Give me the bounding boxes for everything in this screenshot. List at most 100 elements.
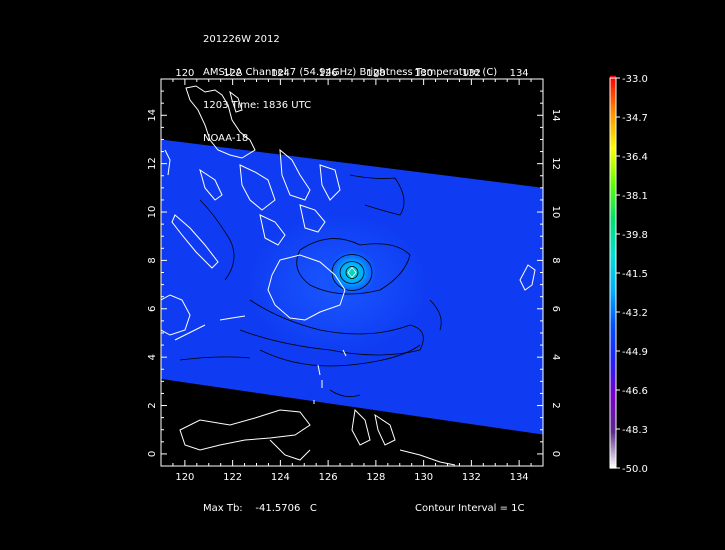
coastline [161, 294, 191, 336]
colorbar-label: -41.5 [622, 269, 648, 280]
colorbar-segment [610, 172, 616, 176]
colorbar-segment [610, 384, 616, 388]
coastline [267, 254, 346, 321]
colorbar-segment [610, 444, 616, 448]
colorbar-segment [610, 357, 616, 361]
colorbar-segment [610, 371, 616, 374]
colorbar-segment [610, 283, 616, 287]
chart-title: AMSU-A Channel 7 (54.94GHz) Brightness T… [203, 67, 498, 78]
colorbar-segment [610, 315, 616, 319]
colorbar-segment [610, 324, 616, 328]
coastline [229, 90, 243, 113]
colorbar-label: -48.3 [622, 425, 648, 436]
colorbar-segment [610, 223, 616, 227]
x-tick-label-bottom: 122 [223, 472, 242, 483]
colorbar-segment [610, 244, 616, 248]
colorbar-label: -38.1 [622, 191, 648, 202]
colorbar-segment [610, 87, 616, 91]
colorbar-segment [610, 382, 616, 386]
contour-line [349, 174, 405, 216]
colorbar-segment [610, 138, 616, 141]
contour-line [179, 356, 251, 361]
colorbar-segment [610, 234, 616, 238]
colorbar-segment [610, 161, 616, 164]
x-tick-label-bottom: 128 [366, 472, 385, 483]
coastline [342, 349, 347, 357]
coastline [164, 149, 171, 176]
y-tick-label-right: 14 [550, 109, 561, 122]
colorbar-segment [610, 435, 616, 439]
time-label: 1203 Time: 1836 UTC [203, 100, 312, 111]
storm-id: 201226W 2012 [203, 34, 280, 45]
colorbar-segment [610, 458, 616, 462]
y-tick-label-right: 6 [550, 306, 561, 312]
colorbar-segment [610, 456, 616, 460]
colorbar-segment [610, 211, 616, 215]
colorbar-segment [610, 451, 616, 455]
coastline [399, 449, 456, 466]
y-tick-label-right: 8 [550, 257, 561, 263]
contour-line [259, 344, 421, 367]
colorbar-segment [610, 396, 616, 400]
colorbar-segment [610, 403, 616, 407]
coastline [185, 85, 256, 159]
x-tick-label-bottom: 124 [271, 472, 290, 483]
coastline [219, 315, 246, 321]
colorbar-segment [610, 290, 616, 294]
y-tick-label-left: 12 [147, 157, 158, 170]
colorbar-segment [610, 308, 616, 312]
colorbar-segment [610, 297, 616, 301]
colorbar-segment [610, 232, 616, 236]
colorbar-segment [610, 200, 616, 204]
colorbar-segment [610, 84, 616, 88]
coastline [519, 264, 536, 291]
colorbar-segment [610, 408, 616, 411]
colorbar-segment [610, 336, 616, 340]
colorbar-segment [610, 119, 616, 123]
colorbar-segment [610, 214, 616, 218]
colorbar-segment [610, 398, 616, 402]
y-tick-label-left: 4 [147, 354, 158, 360]
colorbar-segment [610, 380, 616, 384]
coastline [179, 409, 311, 451]
x-tick-label-top: 130 [414, 68, 433, 79]
plot-area [161, 85, 543, 466]
colorbar-segment [610, 361, 616, 365]
coastline [259, 214, 286, 246]
colorbar-segment [610, 96, 616, 100]
colorbar-segment [610, 281, 616, 284]
colorbar-segment [610, 373, 616, 377]
colorbar-segment [610, 417, 616, 421]
coastline [239, 164, 276, 211]
colorbar-segment [610, 168, 616, 171]
y-tick-label-right: 4 [550, 354, 561, 360]
colorbar-segment [610, 260, 616, 264]
colorbar-segment [610, 246, 616, 250]
colorbar-segment [610, 91, 616, 95]
colorbar-segment [610, 237, 616, 241]
colorbar-segment [610, 313, 616, 317]
colorbar-segment [610, 195, 616, 199]
colorbar-segment [610, 391, 616, 395]
colorbar-segment [610, 299, 616, 303]
colorbar-segment [610, 454, 616, 458]
y-tick-label-right: 2 [550, 402, 561, 408]
colorbar-segment [610, 394, 616, 398]
colorbar-segment [610, 285, 616, 289]
colorbar-segment [610, 248, 616, 252]
colorbar-segment [610, 253, 616, 257]
colorbar-segment [610, 239, 616, 243]
colorbar-segment [610, 156, 616, 160]
colorbar-segment [610, 341, 616, 344]
colorbar-segment [610, 193, 616, 197]
colorbar-segment [610, 348, 616, 351]
colorbar-segment [610, 133, 616, 137]
max-marker [347, 266, 357, 279]
x-tick-label-top: 124 [271, 68, 290, 79]
contour-interval: Contour Interval = 1C [415, 503, 525, 514]
colorbar-segment [610, 230, 616, 234]
colorbar-segment [610, 410, 616, 414]
colorbar-label: -43.2 [622, 308, 648, 319]
colorbar-segment [610, 202, 616, 206]
colorbar-segment [610, 440, 616, 444]
